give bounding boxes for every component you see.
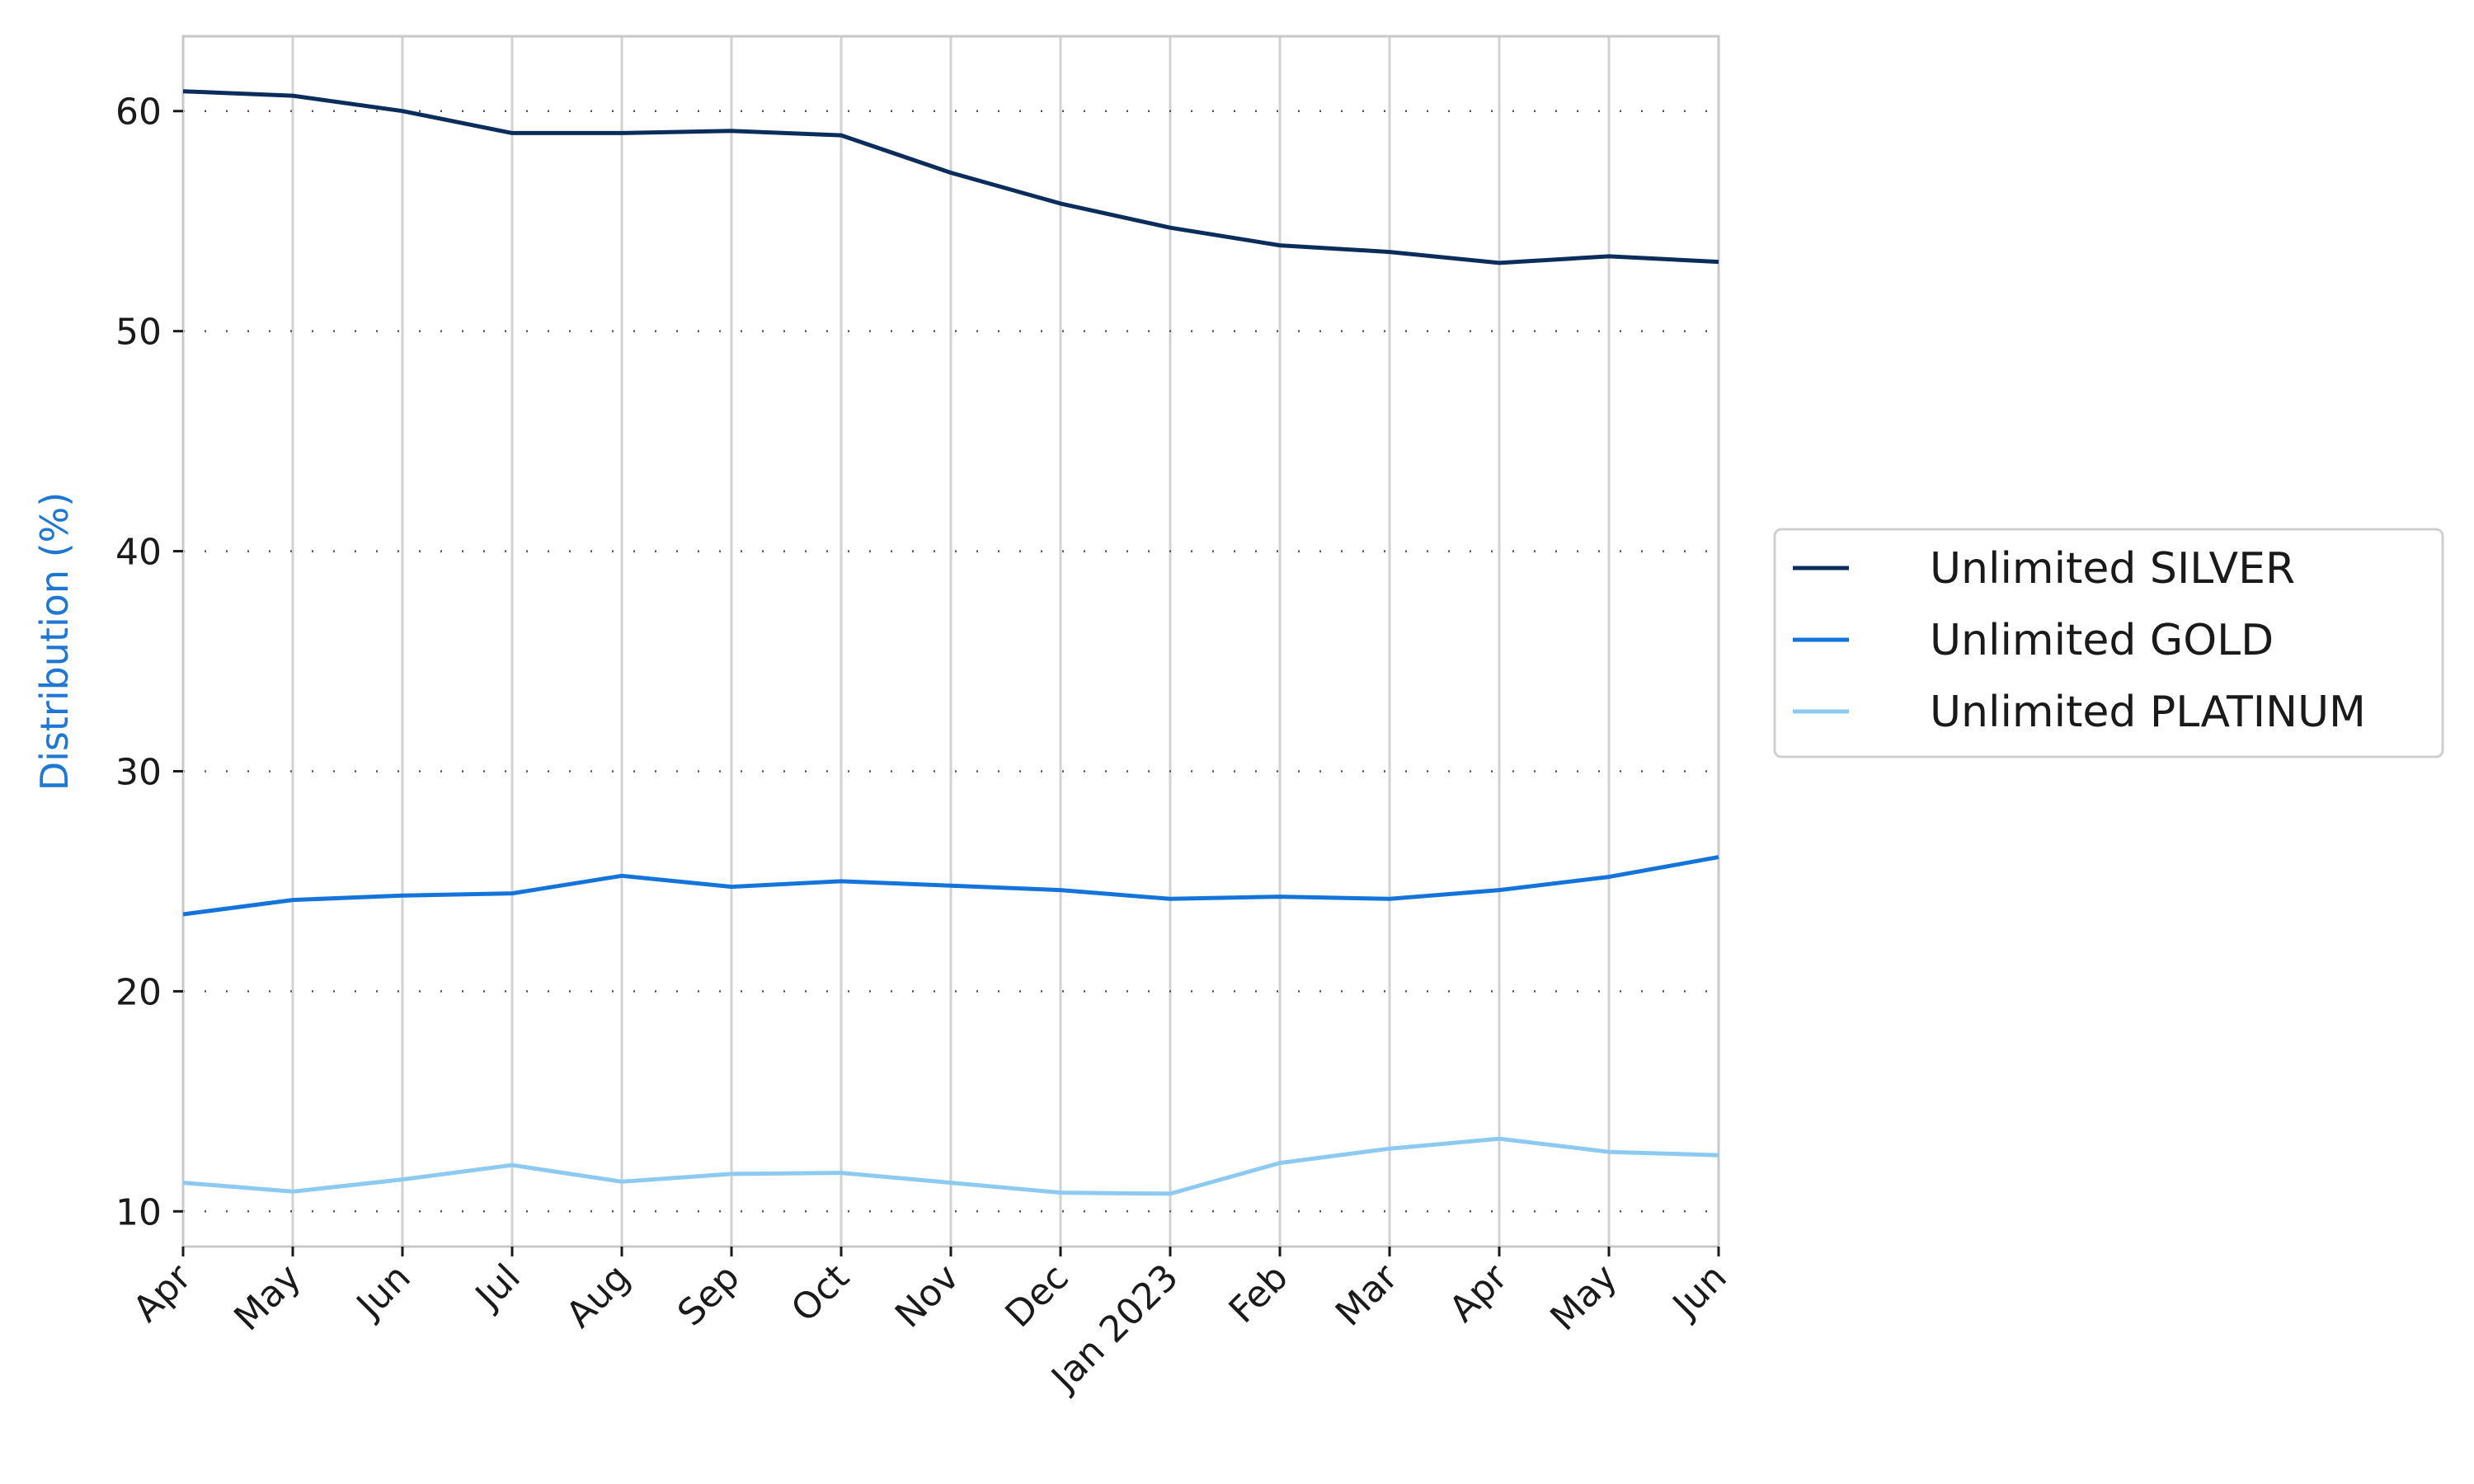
legend: Unlimited SILVER Unlimited GOLD Unlimited … [1773,528,2444,758]
series-line [182,1136,1719,1196]
x-tick-label: Jun [1663,1256,1735,1328]
y-tick-label: 10 [115,1191,162,1233]
vertical-gridlines [181,36,1720,1247]
y-tick-label: 30 [115,751,162,793]
x-tick-label: Jul [466,1256,529,1319]
x-tick-label: Aug [558,1256,638,1336]
x-tick-label: Oct [783,1256,858,1331]
y-axis-ticks: 10 20 30 40 50 60 [115,92,183,1233]
x-tick-label: Mar [1328,1256,1406,1334]
x-tick-label: Nov [887,1256,967,1336]
y-tick-label: 50 [115,312,162,354]
y-tick-label: 60 [115,92,162,134]
y-tick-label: 40 [115,532,162,574]
x-tick-label: Jun [347,1256,419,1328]
legend-box [1773,528,2444,758]
x-tick-label: Apr [125,1256,200,1331]
y-axis-label: Distribution (%) [32,492,77,791]
x-tick-label: Dec [998,1256,1077,1336]
x-tick-label: Apr [1442,1256,1517,1331]
x-tick-label: May [226,1256,308,1339]
x-tick-label: May [1542,1256,1625,1339]
legend-label: Unlimited PLATINUM [1930,688,2366,737]
legend-label: Unlimited GOLD [1930,616,2274,665]
series-line [182,855,1719,917]
series-lines [182,89,1719,1196]
x-tick-label: Sep [670,1256,748,1335]
y-tick-label: 20 [115,971,162,1013]
x-tick-label: Feb [1221,1256,1296,1331]
legend-label: Unlimited SILVER [1930,544,2295,594]
series-line [182,89,1719,265]
